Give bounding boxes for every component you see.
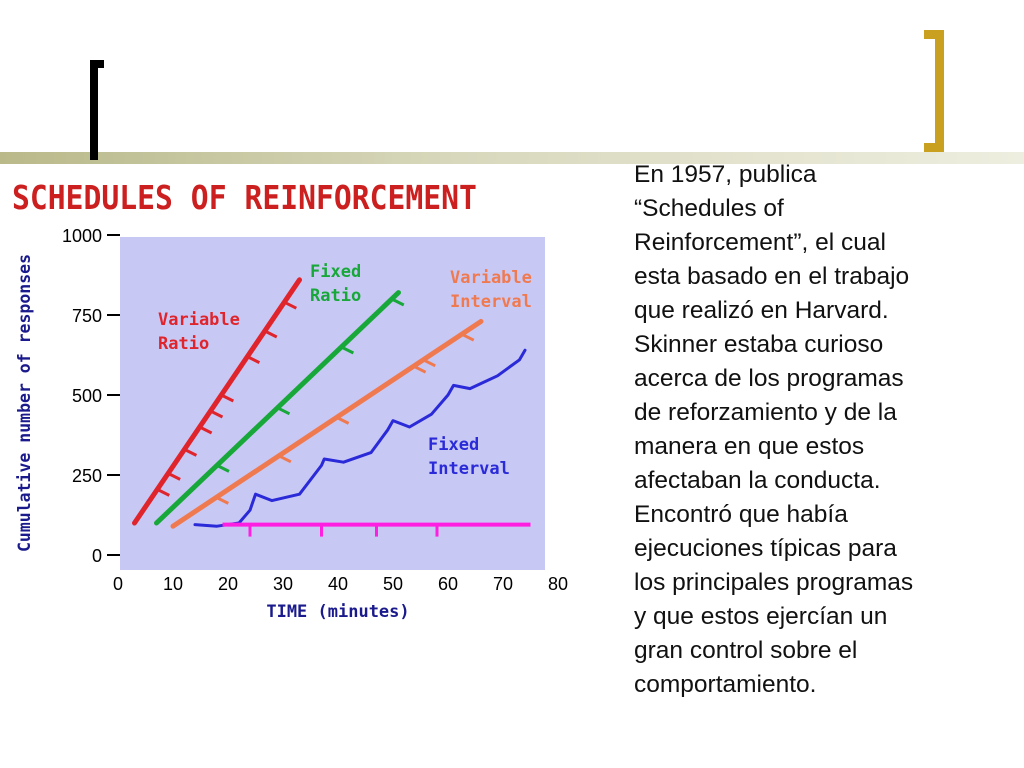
reinforcement-mark: [412, 364, 427, 374]
reinforcement-mark: [246, 355, 261, 364]
y-tick-label: 250: [72, 466, 102, 486]
x-tick-label: 50: [383, 574, 403, 594]
body-text-line: Reinforcement”, el cual: [634, 229, 886, 256]
slide-body-text: En 1957, publica “Schedules of Reinforceme…: [634, 158, 974, 702]
decorative-band: [0, 152, 1024, 164]
body-text-line: ejecuciones típicas para: [634, 535, 897, 562]
body-text-line: Skinner estaba curioso: [634, 331, 884, 358]
body-text-line: En 1957, publica: [634, 161, 817, 188]
series-variable-ratio-line: [132, 277, 302, 526]
body-text-line: comportamiento.: [634, 671, 817, 698]
x-tick-label: 0: [113, 574, 123, 594]
reinforcement-mark: [215, 496, 229, 505]
reinforcement-mark: [461, 332, 475, 342]
y-tick-label: 0: [92, 546, 102, 566]
reinforcement-mark: [335, 416, 350, 425]
reinforcement-mark: [391, 297, 405, 307]
series-label: Ratio: [310, 286, 361, 306]
body-text-line: esta basado en el trabajo: [634, 263, 910, 290]
series-label: Variable: [158, 310, 240, 330]
series-label: Variable: [450, 268, 532, 288]
body-text-line: acerca de los programas: [634, 365, 904, 392]
body-text-line: los principales programas: [634, 569, 914, 596]
series-label: Ratio: [158, 334, 209, 354]
series-label: Fixed: [310, 262, 361, 282]
y-tick-label: 1000: [62, 226, 102, 246]
x-tick-label: 70: [493, 574, 513, 594]
series-variable-interval-line: [170, 318, 484, 529]
series-fixed-interval-line: [193, 348, 527, 528]
series-label: Interval: [450, 292, 532, 312]
body-text-line: gran control sobre el: [634, 637, 858, 664]
reinforcement-mark: [216, 464, 230, 473]
body-text-line: que realizó en Harvard.: [634, 297, 889, 324]
body-text-line: manera en que estos: [634, 433, 865, 460]
reinforcement-mark: [167, 472, 181, 481]
reinforcement-mark: [198, 425, 213, 435]
reinforcement-mark: [283, 300, 297, 310]
right-bracket-decoration: [924, 30, 944, 152]
left-bracket-decoration: [90, 60, 104, 160]
series-fixed-ratio-line: [154, 290, 401, 526]
body-text-line: Encontró que había: [634, 501, 848, 528]
reinforcement-mark: [209, 409, 224, 419]
y-tick-label: 500: [72, 386, 102, 406]
reinforcement-mark: [264, 329, 278, 339]
reinforcement-mark: [156, 488, 170, 497]
x-tick-label: 60: [438, 574, 458, 594]
reinforcement-chart: 0 250 500 750 1000 0 10 20 30 40 50 60 70 80 TIME (min…: [15, 226, 568, 622]
x-tick-label: 20: [218, 574, 238, 594]
body-text-line: de reforzamiento y de la: [634, 399, 897, 426]
x-tick-label: 40: [328, 574, 348, 594]
reinforcement-mark: [220, 393, 235, 403]
reinforcement-mark: [183, 448, 198, 457]
reinforcement-mark: [278, 454, 292, 464]
body-text-line: y que estos ejercían un: [634, 603, 888, 630]
x-tick-label: 10: [163, 574, 183, 594]
y-axis-label: Cumulative number of responses: [15, 254, 34, 552]
reinforcement-mark: [276, 406, 291, 416]
x-tick-label: 30: [273, 574, 293, 594]
body-text-line: “Schedules of: [634, 195, 784, 222]
body-text-line: afectaban la conducta.: [634, 467, 881, 494]
series-label: Interval: [428, 459, 510, 479]
reinforcement-mark: [422, 358, 436, 368]
reinforcement-mark: [340, 345, 355, 355]
x-axis-label: TIME (minutes): [266, 602, 409, 622]
chart-title: SCHEDULES OF REINFORCEMENT: [12, 178, 477, 217]
x-tick-label: 80: [548, 574, 568, 594]
series-label: Fixed: [428, 435, 479, 455]
y-tick-label: 750: [72, 306, 102, 326]
